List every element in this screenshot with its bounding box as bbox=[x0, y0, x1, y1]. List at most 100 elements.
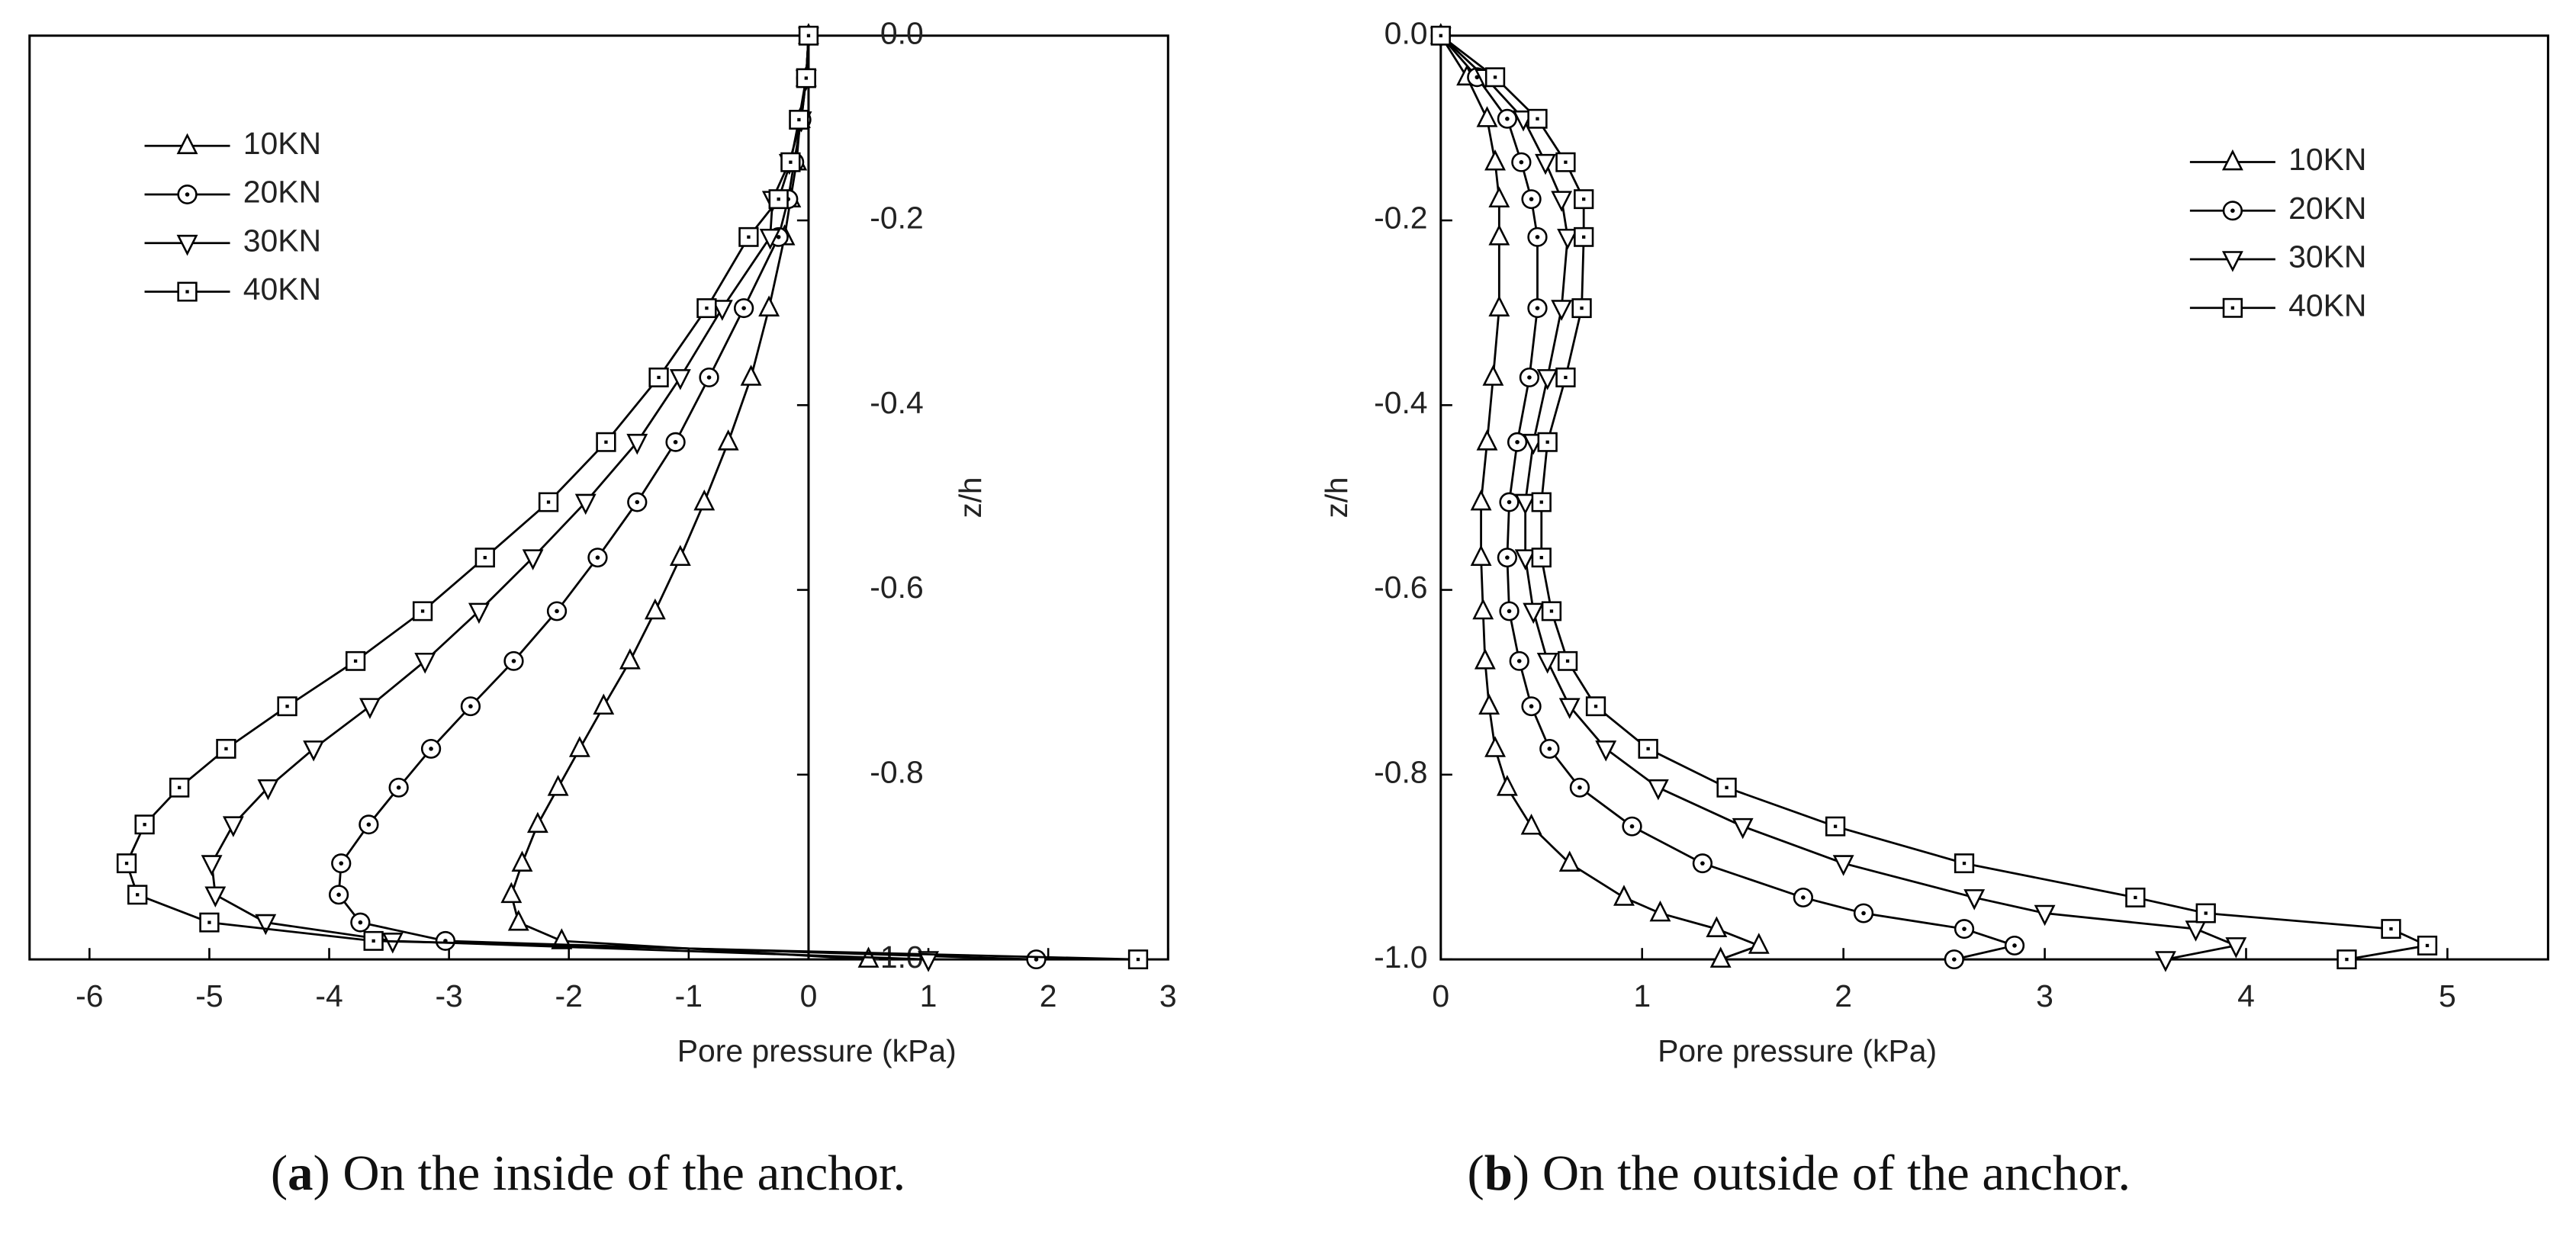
marker bbox=[711, 300, 733, 321]
marker-dot bbox=[1493, 75, 1497, 79]
marker-dot bbox=[1519, 159, 1524, 165]
marker-dot bbox=[1535, 306, 1540, 310]
marker bbox=[740, 365, 762, 386]
marker bbox=[1748, 933, 1770, 954]
marker bbox=[1470, 489, 1492, 511]
marker-dot bbox=[1539, 500, 1543, 504]
marker-dot bbox=[396, 785, 401, 790]
x-tick-label: 0 bbox=[800, 978, 818, 1013]
marker-dot bbox=[1505, 555, 1510, 560]
marker bbox=[201, 855, 223, 876]
marker-dot bbox=[1700, 861, 1705, 866]
marker-dot bbox=[797, 117, 801, 122]
caption-open: ( bbox=[271, 1145, 288, 1201]
marker-dot bbox=[1580, 306, 1584, 310]
marker-dot bbox=[673, 439, 678, 445]
marker bbox=[644, 598, 666, 620]
marker-dot bbox=[546, 500, 551, 504]
marker-dot bbox=[353, 659, 358, 663]
marker bbox=[303, 740, 325, 762]
marker bbox=[1536, 369, 1558, 390]
marker bbox=[500, 882, 523, 904]
caption-letter: b bbox=[1484, 1145, 1513, 1201]
x-tick-label: -5 bbox=[195, 978, 223, 1013]
x-tick-label: -1 bbox=[675, 978, 703, 1013]
marker-dot bbox=[1547, 747, 1552, 751]
y-tick-label: -0.2 bbox=[870, 201, 923, 236]
marker-dot bbox=[1034, 957, 1039, 962]
marker-dot bbox=[185, 192, 190, 197]
marker bbox=[414, 652, 436, 674]
y-axis-title: z/h bbox=[953, 477, 988, 518]
legend-label: 10KN bbox=[2288, 142, 2366, 177]
x-tick-label: 0 bbox=[1432, 978, 1449, 1013]
marker-dot bbox=[635, 499, 640, 505]
x-tick-label: 4 bbox=[2237, 978, 2255, 1013]
y-tick-label: 0.0 bbox=[1384, 16, 1428, 51]
marker bbox=[2154, 951, 2176, 972]
marker bbox=[2185, 920, 2207, 942]
series-line bbox=[510, 35, 869, 961]
marker bbox=[2221, 251, 2243, 272]
marker bbox=[359, 698, 381, 719]
marker bbox=[1649, 900, 1671, 922]
marker-dot bbox=[1725, 785, 1729, 789]
marker-dot bbox=[1516, 659, 1522, 663]
marker-dot bbox=[1962, 861, 1967, 866]
plot-frame bbox=[1439, 34, 2549, 961]
marker-dot bbox=[1536, 117, 1539, 120]
marker-dot bbox=[1507, 499, 1512, 505]
marker bbox=[1647, 779, 1669, 801]
marker-dot bbox=[2389, 927, 2393, 931]
y-tick-label: -1.0 bbox=[1374, 939, 1427, 975]
marker bbox=[918, 951, 940, 972]
marker-dot bbox=[789, 160, 793, 164]
marker-dot bbox=[358, 920, 363, 925]
marker bbox=[255, 914, 277, 936]
marker-dot bbox=[1565, 659, 1570, 663]
marker bbox=[1484, 736, 1506, 757]
marker-dot bbox=[706, 375, 712, 380]
caption-rest: ) On the inside of the anchor. bbox=[313, 1145, 905, 1201]
y-tick-label: -0.4 bbox=[870, 385, 923, 420]
marker-dot bbox=[2012, 943, 2017, 948]
marker-dot bbox=[185, 290, 189, 294]
marker-dot bbox=[511, 659, 516, 663]
caption-open: ( bbox=[1468, 1145, 1484, 1201]
caption: (b) On the outside of the anchor. bbox=[1468, 1145, 2131, 1201]
x-tick-label: 2 bbox=[1835, 978, 1852, 1013]
marker bbox=[547, 775, 569, 796]
marker bbox=[176, 133, 198, 155]
y-tick-label: -0.4 bbox=[1374, 385, 1427, 420]
x-tick-label: -3 bbox=[435, 978, 462, 1013]
marker bbox=[1732, 817, 1754, 840]
marker bbox=[1535, 153, 1556, 175]
marker bbox=[468, 602, 490, 625]
series-line bbox=[211, 35, 929, 961]
marker-dot bbox=[2230, 306, 2235, 310]
marker-dot bbox=[366, 822, 371, 827]
marker bbox=[1595, 740, 1617, 762]
marker-dot bbox=[2134, 895, 2137, 900]
marker-dot bbox=[776, 235, 781, 239]
marker-dot bbox=[1136, 957, 1140, 962]
marker-dot bbox=[207, 920, 211, 924]
marker-dot bbox=[657, 375, 661, 380]
x-tick-label: -6 bbox=[76, 978, 103, 1013]
marker-dot bbox=[777, 198, 780, 201]
series-line bbox=[337, 35, 1037, 961]
marker-dot bbox=[1833, 824, 1838, 828]
marker bbox=[1514, 549, 1536, 570]
marker bbox=[2034, 904, 2056, 927]
marker bbox=[1558, 698, 1581, 719]
marker bbox=[619, 648, 641, 670]
marker-dot bbox=[1629, 824, 1635, 829]
marker-dot bbox=[1594, 705, 1598, 708]
marker bbox=[1558, 850, 1581, 872]
marker bbox=[1476, 106, 1498, 127]
marker-dot bbox=[1505, 117, 1510, 121]
marker bbox=[1613, 885, 1635, 906]
marker bbox=[1557, 228, 1579, 250]
